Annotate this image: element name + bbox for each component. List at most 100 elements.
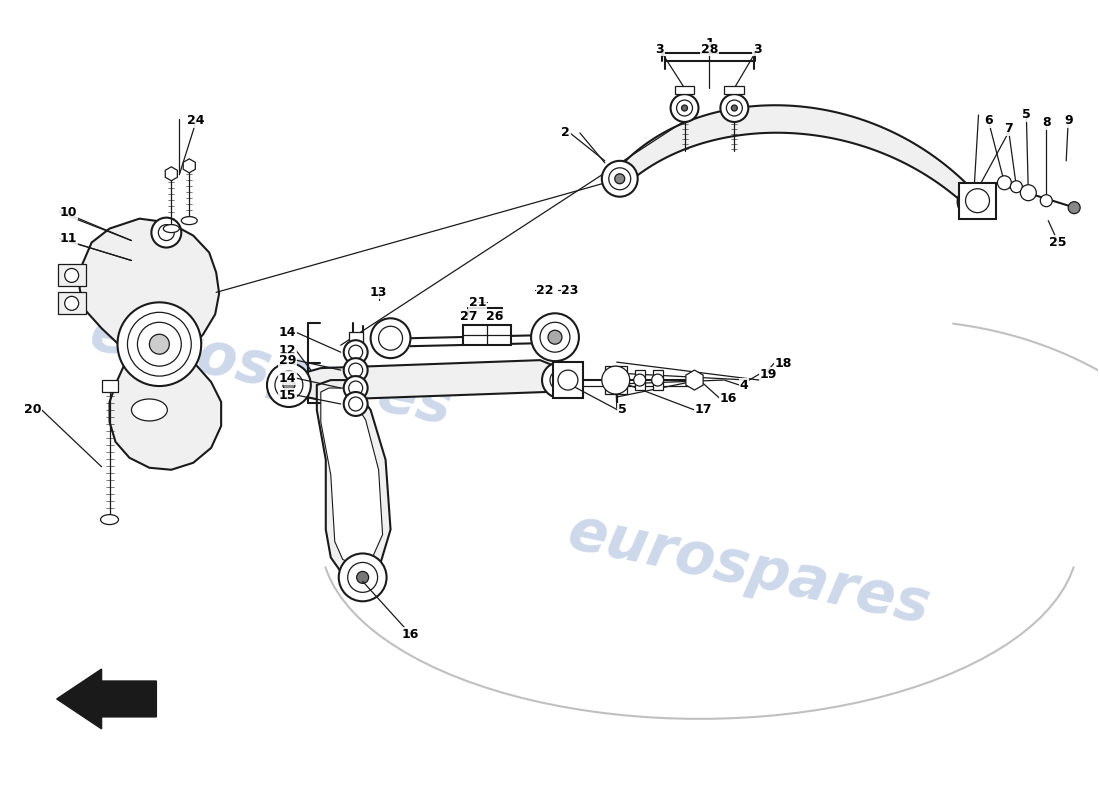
Circle shape [602, 161, 638, 197]
Text: 19: 19 [759, 367, 777, 381]
Text: 25: 25 [1049, 236, 1067, 249]
Circle shape [682, 105, 688, 111]
Circle shape [732, 105, 737, 111]
Circle shape [540, 322, 570, 352]
Circle shape [966, 189, 990, 213]
Circle shape [339, 554, 386, 602]
Circle shape [998, 176, 1011, 190]
Polygon shape [79, 218, 221, 470]
Circle shape [152, 218, 182, 247]
Circle shape [615, 174, 625, 184]
Text: 7: 7 [1004, 122, 1013, 135]
Polygon shape [619, 106, 974, 213]
Text: 1: 1 [705, 37, 714, 50]
Text: 4: 4 [739, 378, 748, 391]
Circle shape [542, 362, 578, 398]
Bar [605, 366, 627, 394]
Circle shape [128, 312, 191, 376]
Circle shape [343, 358, 367, 382]
Circle shape [671, 94, 698, 122]
Ellipse shape [100, 514, 119, 525]
Circle shape [1068, 202, 1080, 214]
Circle shape [558, 370, 578, 390]
Circle shape [65, 269, 78, 282]
Text: 3: 3 [656, 42, 664, 56]
Circle shape [349, 363, 363, 377]
Text: 14: 14 [278, 326, 296, 338]
Bar [674, 86, 694, 94]
Text: 18: 18 [774, 357, 792, 370]
Circle shape [720, 94, 748, 122]
Circle shape [349, 397, 363, 411]
Circle shape [267, 363, 311, 407]
Text: 29: 29 [278, 354, 296, 366]
Circle shape [275, 371, 302, 399]
Text: 16: 16 [402, 628, 419, 641]
Circle shape [343, 340, 367, 364]
Circle shape [348, 562, 377, 592]
Polygon shape [321, 388, 383, 566]
Circle shape [349, 345, 363, 359]
Text: 13: 13 [370, 286, 387, 299]
Circle shape [608, 168, 630, 190]
Circle shape [138, 322, 182, 366]
Circle shape [1041, 194, 1053, 206]
Polygon shape [165, 167, 177, 181]
Text: 17: 17 [694, 403, 712, 417]
Circle shape [958, 186, 990, 218]
Circle shape [550, 370, 570, 390]
Bar [958, 182, 997, 218]
Polygon shape [57, 669, 156, 729]
Circle shape [531, 314, 579, 361]
Text: 5: 5 [618, 403, 627, 417]
Circle shape [1021, 185, 1036, 201]
Bar [725, 86, 745, 94]
Text: 8: 8 [1042, 117, 1050, 130]
Bar [101, 380, 118, 392]
Bar [57, 292, 86, 314]
Text: 27: 27 [460, 310, 477, 322]
Bar [652, 370, 662, 390]
Circle shape [634, 374, 646, 386]
Ellipse shape [182, 217, 197, 225]
Circle shape [158, 225, 174, 241]
Text: 9: 9 [1064, 114, 1072, 127]
Circle shape [676, 100, 693, 116]
Polygon shape [317, 380, 390, 579]
Bar [349, 332, 363, 342]
Bar [635, 370, 645, 390]
Bar [463, 326, 512, 345]
Polygon shape [184, 159, 196, 173]
Circle shape [726, 100, 742, 116]
Text: 14: 14 [278, 371, 296, 385]
Text: 10: 10 [59, 206, 77, 219]
Ellipse shape [132, 399, 167, 421]
Circle shape [150, 334, 169, 354]
Text: 2: 2 [561, 126, 570, 139]
Text: 16: 16 [719, 391, 737, 405]
Bar [553, 362, 583, 398]
Text: 20: 20 [24, 403, 42, 417]
Circle shape [965, 193, 982, 210]
Circle shape [371, 318, 410, 358]
Text: 6: 6 [984, 114, 993, 127]
Circle shape [378, 326, 403, 350]
Circle shape [602, 366, 629, 394]
Circle shape [651, 374, 663, 386]
Text: 3: 3 [754, 42, 761, 56]
Text: 24: 24 [187, 114, 205, 127]
Circle shape [65, 296, 78, 310]
Text: 28: 28 [701, 42, 718, 56]
Text: eurospares: eurospares [85, 304, 458, 436]
Text: 12: 12 [278, 344, 296, 357]
Ellipse shape [163, 225, 179, 233]
Circle shape [343, 392, 367, 416]
Circle shape [343, 376, 367, 400]
Circle shape [118, 302, 201, 386]
Text: 23: 23 [561, 284, 579, 297]
Circle shape [356, 571, 369, 583]
Polygon shape [686, 370, 703, 390]
Text: 11: 11 [59, 232, 77, 245]
Polygon shape [296, 360, 570, 400]
Text: 21: 21 [469, 296, 486, 309]
